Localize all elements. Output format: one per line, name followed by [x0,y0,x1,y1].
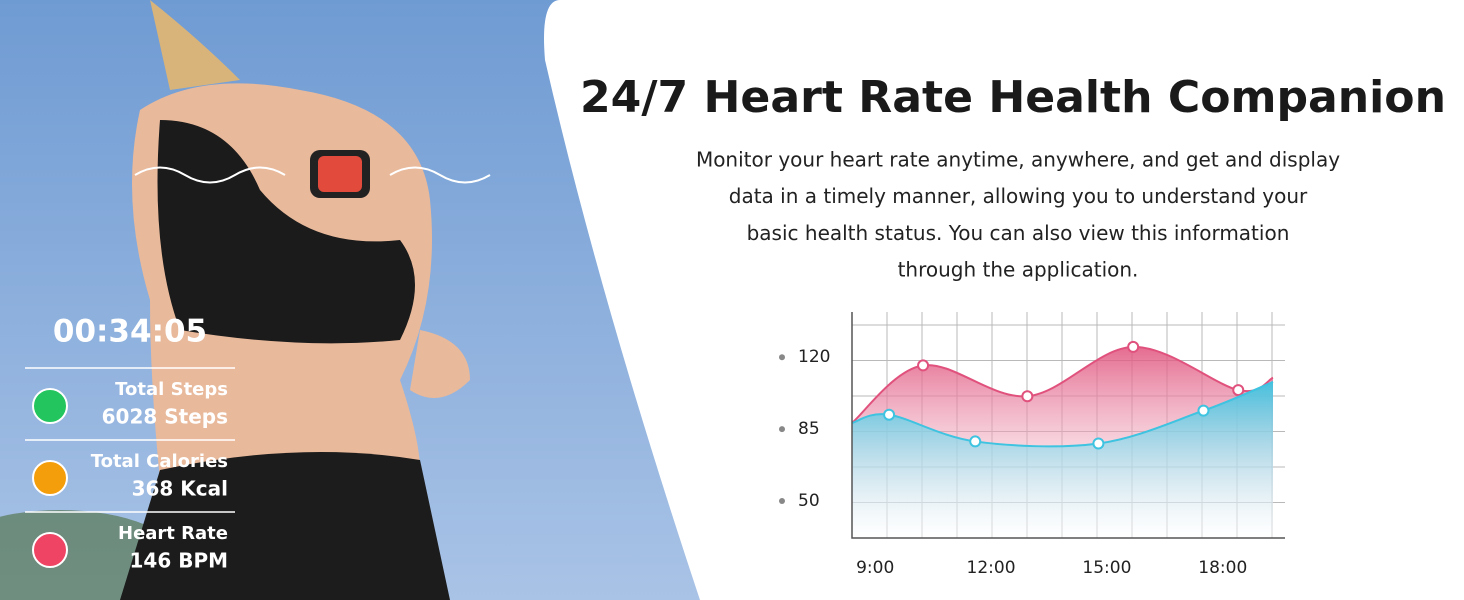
point [1197,404,1210,417]
description-line: basic health status. You can also view t… [747,221,1290,245]
point [1021,390,1034,403]
y-tick-dot [779,498,785,505]
point [1232,384,1245,397]
runner-photo [0,0,491,600]
stat-label: Total Calories [91,451,228,472]
axes [851,312,1285,539]
point [883,408,896,421]
x-tick-label: 15:00 [1082,558,1131,578]
description-line: data in a timely manner, allowing you to… [729,184,1308,208]
point [1127,340,1140,353]
x-tick-label: 9:00 [856,558,894,578]
y-tick-dot [779,426,785,433]
stat-icon [32,460,68,496]
timer: 00:34:05 [53,314,207,350]
stat-value: 6028 Steps [102,405,228,429]
y-tick-label: 50 [798,491,820,511]
stat-icon [32,532,68,568]
description-line: through the application. [898,258,1139,282]
y-tick-label: 85 [798,419,820,439]
point [1092,437,1105,450]
x-tick-label: 18:00 [1198,558,1247,578]
stat-value: 146 BPM [129,549,228,573]
stat-label: Heart Rate [118,523,228,544]
stat-value: 368 Kcal [132,477,228,501]
y-tick-dot [779,354,785,361]
title: 24/7 Heart Rate Health Companion [580,72,1446,123]
area [852,381,1273,538]
stat-label: Total Steps [115,379,228,400]
point [917,359,930,372]
point [969,435,982,448]
stat-icon [32,388,68,424]
description-line: Monitor your heart rate anytime, anywher… [696,148,1340,172]
y-tick-label: 120 [798,347,830,367]
chart: 50 85 120 9:00 12:00 15:00 18:00 [779,312,1285,578]
x-tick-label: 12:00 [967,558,1016,578]
